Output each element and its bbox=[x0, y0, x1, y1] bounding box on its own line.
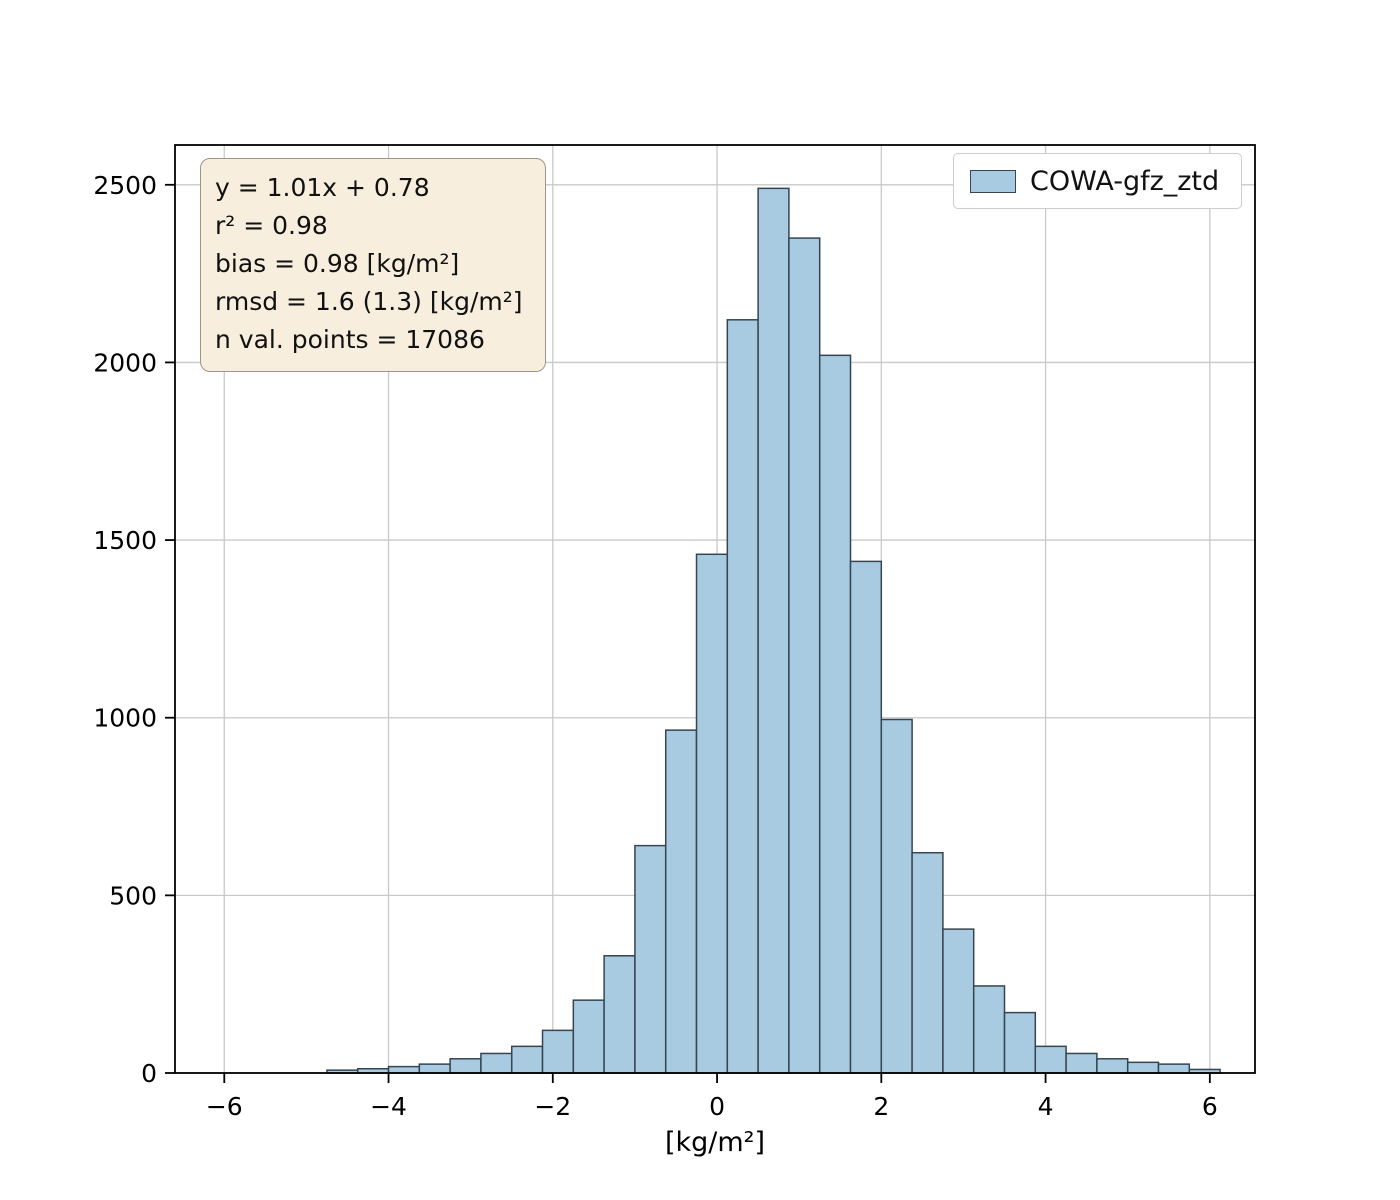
rmsd-text: rmsd = 1.6 (1.3) [kg/m²] bbox=[215, 287, 523, 316]
histogram-bar bbox=[818, 354, 852, 1074]
stats-annotation-box: y = 1.01x + 0.78 r² = 0.98 bias = 0.98 [… bbox=[200, 158, 546, 372]
histogram-bar bbox=[510, 1045, 544, 1074]
histogram-bar bbox=[480, 1052, 513, 1074]
histogram-bar bbox=[1034, 1045, 1067, 1074]
y-tick-label: 1000 bbox=[93, 704, 157, 733]
x-tick-label: 2 bbox=[873, 1092, 889, 1121]
x-tick-label: −6 bbox=[206, 1092, 243, 1121]
x-tick-label: 0 bbox=[709, 1092, 725, 1121]
y-tick-label: 1500 bbox=[93, 526, 157, 555]
histogram-bar bbox=[1096, 1058, 1129, 1074]
legend-label: COWA-gfz_ztd bbox=[1030, 165, 1220, 197]
histogram-bar bbox=[664, 729, 698, 1074]
y-tick-label: 2500 bbox=[93, 171, 157, 200]
histogram-bar bbox=[572, 999, 605, 1074]
histogram-bar bbox=[972, 985, 1006, 1074]
y-tick-label: 500 bbox=[109, 881, 157, 910]
n-points-text: n val. points = 17086 bbox=[215, 325, 485, 354]
histogram-bar bbox=[911, 851, 944, 1074]
y-tick-label: 0 bbox=[141, 1059, 157, 1088]
x-axis-label: [kg/m²] bbox=[665, 1127, 765, 1158]
y-tick-label: 2000 bbox=[93, 348, 157, 377]
x-tick-label: −2 bbox=[534, 1092, 571, 1121]
histogram-bar bbox=[541, 1029, 575, 1074]
legend-swatch bbox=[970, 169, 1016, 193]
histogram-bar bbox=[849, 560, 883, 1074]
histogram-bar bbox=[1126, 1061, 1160, 1074]
histogram-bar bbox=[695, 553, 729, 1074]
plot-border bbox=[174, 144, 1256, 1074]
histogram-bar bbox=[1157, 1063, 1191, 1074]
x-tick-label: −4 bbox=[370, 1092, 407, 1121]
bias-text: bias = 0.98 [kg/m²] bbox=[215, 249, 460, 278]
r-squared-text: r² = 0.98 bbox=[215, 211, 328, 240]
histogram-bar bbox=[603, 955, 636, 1074]
histogram-bar bbox=[788, 237, 821, 1074]
histogram-bar bbox=[449, 1058, 482, 1074]
histogram-bar bbox=[757, 187, 790, 1074]
histogram-bar bbox=[418, 1063, 451, 1074]
histogram-bar bbox=[1065, 1052, 1098, 1074]
x-tick-label: 4 bbox=[1038, 1092, 1054, 1121]
histogram-bar bbox=[880, 718, 913, 1074]
histogram-bar bbox=[387, 1065, 421, 1074]
histogram-bar bbox=[726, 319, 759, 1074]
legend: COWA-gfz_ztd bbox=[953, 153, 1243, 209]
histogram-bar bbox=[1003, 1011, 1037, 1074]
histogram-bar bbox=[634, 844, 667, 1074]
x-tick-label: 6 bbox=[1202, 1092, 1218, 1121]
fit-equation-text: y = 1.01x + 0.78 bbox=[215, 173, 430, 202]
histogram-bar bbox=[942, 928, 975, 1074]
